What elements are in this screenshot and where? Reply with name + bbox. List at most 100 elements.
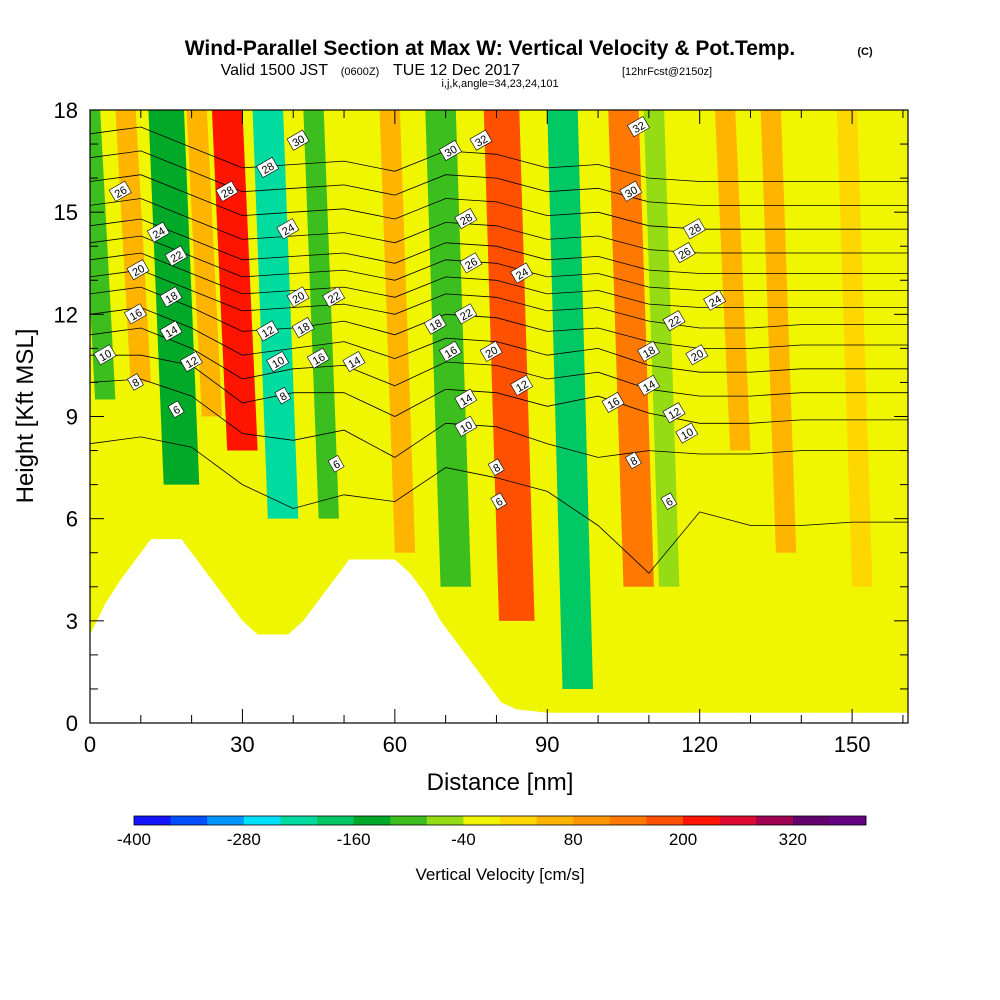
theta-contour-22 — [90, 235, 908, 291]
colorbar-segment-240 — [719, 816, 757, 825]
contour-label-30: 18 — [423, 313, 447, 335]
colorbar-segment--120 — [390, 816, 428, 825]
contour-label-text-29: 22 — [458, 307, 475, 324]
contour-label-2: 22 — [164, 245, 188, 267]
velocity-band-13 — [714, 110, 751, 451]
contour-label-0: 26 — [108, 180, 132, 202]
colorbar-segment-160 — [646, 816, 684, 825]
chart-subtitle-fcst: [12hrFcst@2150z] — [622, 66, 712, 78]
contour-label-text-41: 26 — [677, 246, 694, 263]
contour-label-8: 10 — [93, 344, 117, 366]
theta-contour-12 — [90, 327, 908, 397]
colorbar-label: Vertical Velocity [cm/s] — [415, 865, 584, 884]
contour-label-text-24: 30 — [443, 144, 460, 161]
colorbar-segment-360 — [829, 816, 867, 825]
colorbar-segment-320 — [792, 816, 830, 825]
x-tick-labels: 0 30 60 90 120 150 — [84, 732, 871, 757]
contour-label-47: 14 — [637, 374, 661, 396]
contour-label-text-19: 16 — [311, 351, 328, 368]
contour-label-29: 22 — [454, 303, 478, 325]
contour-label-text-49: 10 — [679, 426, 696, 443]
contour-label-24: 30 — [438, 139, 462, 162]
contour-label-4: 18 — [159, 286, 183, 308]
contour-label-text-30: 18 — [428, 317, 445, 334]
contour-label-32: 20 — [479, 340, 503, 362]
theta-contour-18 — [90, 269, 908, 329]
contour-label-18: 12 — [256, 320, 280, 342]
chart-subtitle-ijk: i,j,k,angle=34,23,24,101 — [441, 78, 558, 90]
velocity-band-12 — [643, 110, 680, 587]
contour-label-3: 20 — [126, 259, 150, 281]
velocity-band-0 — [90, 110, 116, 400]
contour-label-text-16: 22 — [326, 290, 343, 307]
contour-label-49: 10 — [675, 422, 699, 444]
contour-label-15: 20 — [286, 286, 310, 308]
contour-label-text-48: 12 — [666, 406, 683, 423]
contour-label-text-36: 8 — [491, 462, 502, 475]
x-tick-label-0: 0 — [84, 732, 96, 757]
contour-label-7: 12 — [179, 351, 203, 373]
colorbar-tick-labels: -400 -280 -160 -40 80 200 320 — [117, 830, 807, 849]
contour-label-48: 12 — [662, 402, 686, 424]
contour-label-text-21: 10 — [270, 355, 287, 372]
contour-label-28: 24 — [510, 262, 534, 284]
contour-label-45: 18 — [637, 340, 661, 362]
contour-label-50: 8 — [624, 451, 642, 470]
contour-label-text-4: 18 — [163, 290, 180, 307]
y-tick-label-0: 0 — [66, 711, 78, 736]
contour-label-text-33: 14 — [458, 392, 475, 409]
contour-label-35: 10 — [454, 415, 478, 437]
contour-label-9: 8 — [127, 373, 144, 391]
theta-contour-16 — [90, 286, 908, 349]
contour-label-text-47: 14 — [641, 378, 658, 395]
contour-label-text-10: 6 — [171, 404, 182, 417]
colorbar-segment--280 — [243, 816, 281, 825]
contour-label-12: 28 — [256, 156, 280, 179]
theta-contour-10 — [90, 354, 908, 424]
y-tick-label-12: 12 — [54, 302, 78, 327]
contour-label-23: 6 — [327, 454, 345, 473]
contour-label-text-7: 12 — [184, 355, 201, 372]
contour-label-51: 6 — [660, 492, 678, 510]
terrain-mask — [90, 539, 908, 723]
contour-label-text-26: 28 — [458, 212, 475, 229]
contour-label-20: 14 — [342, 351, 366, 373]
contour-label-19: 16 — [306, 347, 330, 369]
colorbar-segment-80 — [573, 816, 611, 825]
velocity-band-10 — [547, 110, 593, 689]
colorbar-segment--40 — [463, 816, 501, 825]
colorbar-segment--200 — [317, 816, 354, 825]
contour-label-39: 30 — [619, 180, 643, 202]
velocity-band-9 — [483, 110, 535, 621]
theta-contour-20 — [90, 252, 908, 308]
contour-label-43: 22 — [662, 310, 686, 332]
contour-label-text-22: 8 — [278, 390, 289, 403]
contour-label-text-32: 20 — [484, 344, 501, 361]
contour-label-27: 26 — [459, 252, 483, 274]
velocity-band-14 — [760, 110, 797, 553]
x-tick-label-90: 90 — [535, 732, 559, 757]
contour-label-text-27: 26 — [463, 256, 480, 273]
contour-label-34: 12 — [510, 374, 534, 396]
colorbar-segment--320 — [207, 816, 245, 825]
contour-label-21: 10 — [266, 351, 290, 373]
y-tick-label-18: 18 — [54, 98, 78, 123]
x-tick-label-30: 30 — [230, 732, 254, 757]
velocity-band-5 — [252, 110, 299, 519]
contour-label-text-6: 14 — [163, 324, 180, 341]
contour-label-text-1: 24 — [151, 225, 168, 242]
contour-label-text-12: 28 — [260, 161, 277, 178]
colorbar-tick-label--40: -40 — [451, 830, 476, 849]
colorbar-segment--160 — [353, 816, 391, 825]
x-tick-label-150: 150 — [834, 732, 871, 757]
colorbar-segment--240 — [280, 816, 318, 825]
colorbar-tick-label--160: -160 — [337, 830, 371, 849]
y-tick-label-9: 9 — [66, 405, 78, 430]
contour-label-text-8: 10 — [97, 348, 114, 365]
contour-label-text-31: 16 — [443, 344, 460, 361]
colorbar-tick-label--400: -400 — [117, 830, 151, 849]
colorbar-segment-40 — [536, 816, 574, 825]
contour-label-text-40: 28 — [687, 222, 704, 239]
